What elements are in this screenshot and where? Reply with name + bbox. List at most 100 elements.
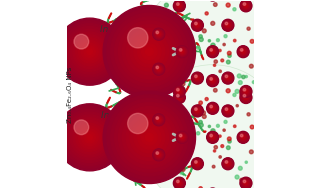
Circle shape	[264, 152, 270, 158]
Circle shape	[153, 149, 164, 160]
Circle shape	[201, 111, 205, 115]
Circle shape	[156, 67, 161, 72]
Circle shape	[239, 133, 247, 142]
Circle shape	[224, 160, 231, 167]
Circle shape	[242, 75, 245, 79]
Circle shape	[177, 95, 182, 100]
Circle shape	[245, 161, 247, 163]
Circle shape	[237, 131, 249, 143]
Circle shape	[153, 149, 165, 161]
Circle shape	[261, 114, 272, 125]
Circle shape	[122, 110, 176, 164]
Circle shape	[192, 159, 202, 169]
Circle shape	[196, 77, 199, 80]
Circle shape	[128, 113, 148, 134]
Circle shape	[158, 154, 160, 156]
Circle shape	[266, 34, 267, 35]
Circle shape	[153, 114, 164, 125]
Circle shape	[81, 43, 98, 60]
Circle shape	[174, 0, 185, 11]
Circle shape	[208, 47, 217, 56]
Circle shape	[224, 22, 231, 29]
Circle shape	[180, 135, 185, 140]
Circle shape	[111, 99, 188, 176]
Circle shape	[211, 21, 215, 25]
Circle shape	[230, 76, 232, 78]
Circle shape	[244, 4, 248, 8]
Circle shape	[62, 109, 118, 165]
Circle shape	[242, 180, 249, 187]
Circle shape	[265, 68, 268, 71]
Circle shape	[177, 89, 182, 94]
Circle shape	[122, 25, 176, 79]
Circle shape	[196, 163, 198, 165]
Circle shape	[178, 95, 181, 99]
Circle shape	[233, 125, 236, 128]
Circle shape	[192, 105, 203, 116]
Circle shape	[227, 77, 229, 79]
Circle shape	[228, 54, 231, 57]
Circle shape	[208, 76, 217, 85]
Circle shape	[225, 75, 231, 81]
Circle shape	[191, 158, 203, 170]
Circle shape	[211, 50, 214, 53]
Circle shape	[174, 92, 185, 103]
Circle shape	[274, 75, 277, 78]
Circle shape	[156, 152, 162, 158]
Circle shape	[178, 90, 181, 94]
Circle shape	[241, 135, 245, 139]
Circle shape	[160, 96, 164, 100]
Circle shape	[126, 114, 172, 160]
Circle shape	[103, 5, 195, 98]
Circle shape	[225, 22, 228, 25]
Circle shape	[195, 76, 200, 81]
Circle shape	[186, 60, 188, 63]
Circle shape	[262, 115, 271, 124]
Circle shape	[179, 134, 182, 137]
Circle shape	[195, 22, 197, 25]
Circle shape	[242, 179, 250, 187]
Circle shape	[156, 32, 161, 37]
Text: In vivo: In vivo	[101, 111, 131, 120]
Circle shape	[193, 74, 202, 83]
Circle shape	[245, 97, 247, 98]
Circle shape	[261, 28, 273, 40]
Circle shape	[243, 88, 249, 94]
Circle shape	[241, 1, 251, 11]
Circle shape	[175, 179, 184, 188]
Circle shape	[107, 95, 192, 180]
Circle shape	[226, 162, 230, 166]
Circle shape	[111, 13, 188, 90]
Circle shape	[213, 136, 216, 139]
Circle shape	[195, 162, 199, 166]
Circle shape	[176, 3, 182, 9]
Circle shape	[261, 149, 273, 161]
Circle shape	[264, 117, 270, 123]
Circle shape	[178, 182, 180, 184]
Circle shape	[241, 93, 250, 102]
Circle shape	[238, 132, 248, 143]
Circle shape	[197, 78, 198, 79]
Circle shape	[158, 68, 160, 70]
Circle shape	[261, 63, 273, 75]
Circle shape	[242, 88, 250, 95]
Circle shape	[73, 121, 107, 154]
Circle shape	[177, 94, 179, 97]
Circle shape	[226, 162, 230, 165]
Circle shape	[209, 48, 216, 55]
Circle shape	[223, 21, 232, 30]
Circle shape	[239, 166, 242, 170]
Circle shape	[199, 101, 202, 105]
Circle shape	[247, 27, 250, 30]
Circle shape	[210, 105, 216, 111]
Circle shape	[172, 44, 176, 48]
Circle shape	[233, 39, 236, 42]
Circle shape	[212, 107, 214, 109]
Circle shape	[195, 23, 199, 27]
Circle shape	[223, 106, 233, 116]
Circle shape	[177, 132, 187, 142]
Circle shape	[158, 34, 159, 35]
Circle shape	[245, 91, 247, 92]
Circle shape	[227, 25, 228, 26]
Circle shape	[126, 29, 172, 75]
